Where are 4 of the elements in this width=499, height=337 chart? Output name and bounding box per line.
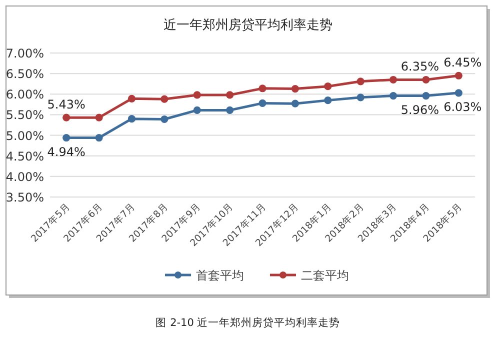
annotation: 图 2-10 近一年郑州房贷平均利率走势 <box>156 317 340 329</box>
title: 近一年郑州房贷平均利率走势 <box>164 18 332 33</box>
legend-label: 二套平均 <box>301 268 349 282</box>
legend-label: 首套平均 <box>196 268 244 282</box>
